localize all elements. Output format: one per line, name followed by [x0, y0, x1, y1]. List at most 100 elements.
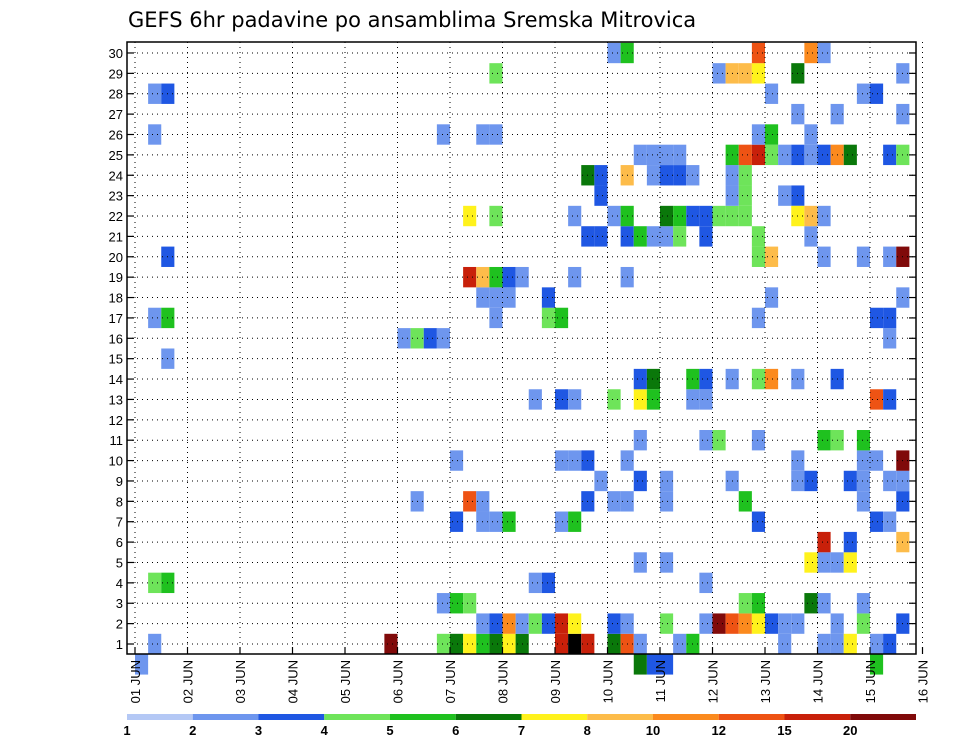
- precip-cell: [594, 185, 608, 206]
- y-tick-label: 25: [109, 148, 123, 163]
- x-tick-label: 15 JUN: [863, 660, 878, 703]
- precip-cell: [712, 430, 726, 451]
- colorbar-tick-label: 2: [189, 723, 196, 738]
- precip-cell: [817, 144, 831, 166]
- precip-cell: [660, 144, 674, 166]
- x-tick-label: 07 JUN: [443, 660, 458, 703]
- precip-cell: [633, 389, 647, 410]
- precip-cell: [751, 593, 765, 614]
- precip-cell: [555, 511, 569, 532]
- precip-cell: [555, 450, 569, 471]
- y-tick-label: 24: [109, 168, 123, 183]
- precip-cell: [738, 205, 752, 227]
- precip-cell: [856, 491, 870, 512]
- colorbar-legend: 1 2 3 4 5 6 7 8 10 12 15 20: [123, 714, 916, 738]
- precip-cell: [751, 124, 765, 145]
- y-tick-label: 13: [109, 392, 123, 407]
- precip-cell: [843, 144, 857, 166]
- precip-cell: [856, 613, 870, 634]
- precip-cell: [765, 287, 779, 308]
- precip-cell: [555, 633, 569, 655]
- precip-cell: [699, 572, 713, 594]
- precip-cell: [778, 144, 792, 166]
- y-tick-label: 29: [109, 66, 123, 81]
- precip-cell: [555, 307, 569, 329]
- precip-cell: [870, 654, 884, 675]
- precip-cell: [870, 389, 884, 410]
- precip-cell: [883, 389, 897, 410]
- y-tick-label: 4: [116, 576, 123, 591]
- precip-cell: [502, 266, 516, 288]
- precip-cell: [633, 633, 647, 655]
- precip-cell: [660, 205, 674, 227]
- precip-cell: [646, 226, 660, 247]
- precip-cell: [856, 450, 870, 471]
- precip-cell: [804, 42, 818, 64]
- x-tick-label: 04 JUN: [286, 660, 301, 703]
- y-tick-label: 9: [116, 474, 123, 489]
- precip-cell: [568, 266, 582, 288]
- y-tick-label: 27: [109, 107, 123, 122]
- precip-cell: [870, 307, 884, 329]
- plot-frame: [126, 41, 917, 655]
- precip-cell: [712, 613, 726, 634]
- precip-cell: [568, 450, 582, 471]
- precip-cell: [646, 144, 660, 166]
- precip-cell: [856, 470, 870, 492]
- precip-cell: [660, 165, 674, 186]
- y-tick-label: 17: [109, 311, 123, 326]
- precip-cell: [751, 63, 765, 84]
- precip-cell: [804, 226, 818, 247]
- precip-cell: [135, 654, 149, 675]
- precip-cell: [502, 287, 516, 308]
- precip-cell: [778, 185, 792, 206]
- precip-cell: [568, 633, 582, 655]
- precip-cell: [870, 450, 884, 471]
- precip-cell: [870, 511, 884, 532]
- precip-cell: [436, 593, 450, 614]
- precip-cell: [528, 572, 542, 594]
- precip-cell: [751, 226, 765, 247]
- x-tick-label: 03 JUN: [233, 660, 248, 703]
- y-tick-label: 10: [109, 454, 123, 469]
- y-tick-label: 18: [109, 291, 123, 306]
- precip-cell: [804, 124, 818, 145]
- precip-cell: [463, 633, 477, 655]
- x-axis-ticks: 01 JUN 02 JUN 03 JUN 04 JUN 05 JUN 06 JUN 07 J…: [128, 647, 931, 703]
- precip-cell: [843, 552, 857, 573]
- x-tick-label: 14 JUN: [811, 660, 826, 703]
- precip-cell: [489, 307, 503, 329]
- precip-cell: [673, 633, 687, 655]
- precip-cell: [699, 205, 713, 227]
- precip-cell: [699, 613, 713, 634]
- precip-cell: [856, 430, 870, 451]
- precip-cell: [765, 144, 779, 166]
- y-axis-ticks: 1234567891011121314151617181920212223242…: [109, 46, 916, 652]
- precip-cell: [436, 124, 450, 145]
- precip-cell: [646, 654, 660, 675]
- colorbar-swatch: [192, 714, 259, 720]
- precip-cell: [883, 328, 897, 349]
- dotted-grid: [127, 42, 923, 654]
- precip-cell: [568, 613, 582, 634]
- precip-cell: [738, 144, 752, 166]
- precip-cell: [423, 328, 437, 349]
- precip-cell: [883, 307, 897, 329]
- precip-cell: [450, 511, 464, 532]
- y-tick-label: 8: [116, 494, 123, 509]
- precip-cell: [489, 63, 503, 84]
- precip-cell: [699, 368, 713, 390]
- precip-cell: [568, 511, 582, 532]
- colorbar-tick-label: 10: [646, 723, 660, 738]
- precip-cell: [673, 144, 687, 166]
- colorbar-swatch: [127, 714, 193, 720]
- precip-cell: [148, 633, 162, 655]
- precip-cell: [489, 266, 503, 288]
- precip-cell: [673, 226, 687, 247]
- y-tick-label: 26: [109, 128, 123, 143]
- colorbar-tick-label: 12: [712, 723, 726, 738]
- colorbar-tick-label: 3: [255, 723, 262, 738]
- precip-cell: [384, 633, 398, 655]
- precip-cell: [489, 613, 503, 634]
